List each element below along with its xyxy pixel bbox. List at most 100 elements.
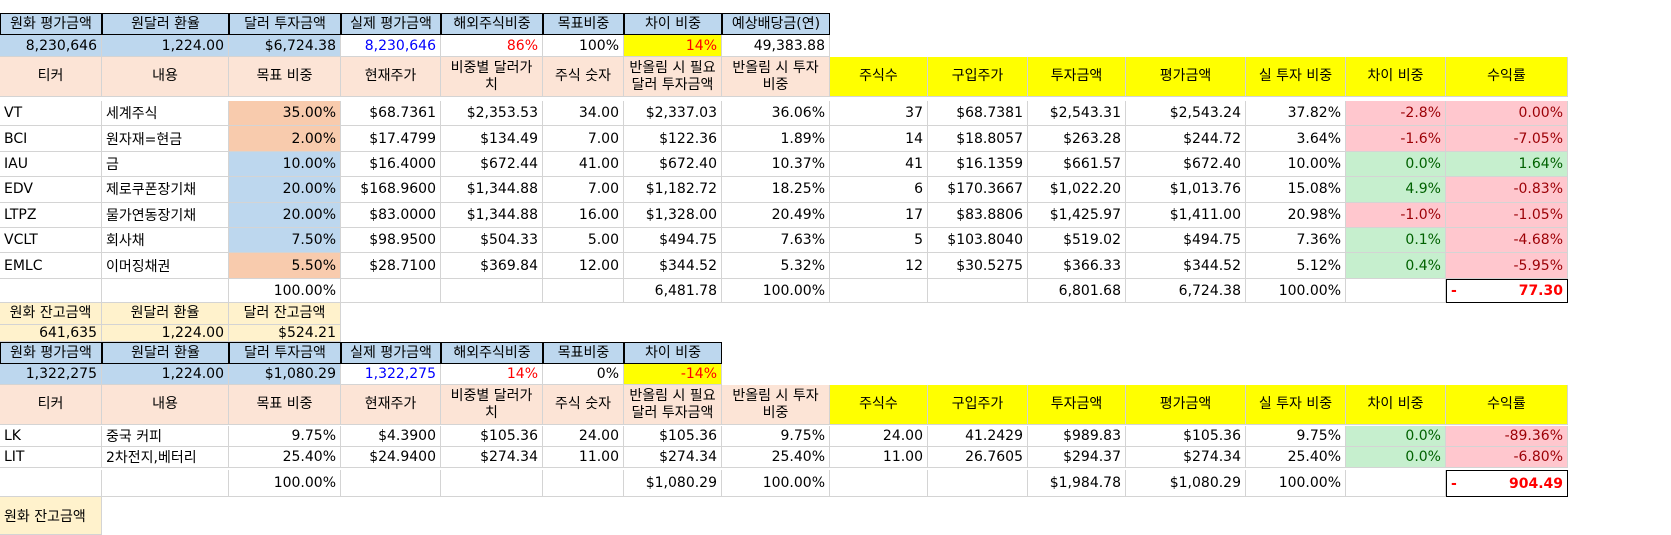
- total-cell[interactable]: 100.00%: [229, 470, 341, 497]
- data-cell[interactable]: $1,344.88: [441, 177, 543, 203]
- data-cell[interactable]: 36.06%: [722, 101, 830, 127]
- data-cell[interactable]: 0.1%: [1346, 228, 1446, 254]
- data-cell[interactable]: $989.83: [1028, 426, 1126, 447]
- total-cell[interactable]: [341, 470, 441, 497]
- summary-header[interactable]: 원화 평가금액: [0, 342, 102, 364]
- total-cell[interactable]: [543, 279, 624, 303]
- data-cell[interactable]: 25.40%: [229, 447, 341, 468]
- ticker-cell[interactable]: BCI: [0, 126, 102, 152]
- data-cell[interactable]: 5.32%: [722, 253, 830, 279]
- data-cell[interactable]: 20.00%: [229, 202, 341, 228]
- ticker-cell[interactable]: IAU: [0, 151, 102, 178]
- data-cell[interactable]: 5.00: [543, 228, 624, 254]
- column-header[interactable]: 비중별 달러가치: [441, 385, 543, 425]
- data-cell[interactable]: -89.36%: [1446, 426, 1568, 447]
- data-cell[interactable]: $1,182.72: [624, 177, 722, 203]
- data-cell[interactable]: 20.00%: [229, 177, 341, 203]
- data-cell[interactable]: 7.50%: [229, 228, 341, 254]
- summary-header[interactable]: 원달러 환율: [102, 13, 229, 35]
- total-cell[interactable]: $1,080.29: [624, 470, 722, 497]
- data-cell[interactable]: $519.02: [1028, 228, 1126, 254]
- data-cell[interactable]: 2차전지,베터리: [102, 447, 229, 468]
- summary-header[interactable]: 해외주식비중: [441, 342, 543, 364]
- ticker-cell[interactable]: LIT: [0, 447, 102, 468]
- data-cell[interactable]: $494.75: [624, 228, 722, 254]
- data-cell[interactable]: $98.9500: [341, 228, 441, 254]
- summary-value[interactable]: 86%: [441, 35, 543, 57]
- data-cell[interactable]: 11.00: [543, 447, 624, 468]
- data-cell[interactable]: $16.1359: [928, 151, 1028, 178]
- data-cell[interactable]: $1,022.20: [1028, 177, 1126, 203]
- column-header[interactable]: 반올림 시 투자 비중: [722, 385, 830, 425]
- data-cell[interactable]: $661.57: [1028, 151, 1126, 178]
- data-cell[interactable]: -4.68%: [1446, 228, 1568, 254]
- data-cell[interactable]: 7.00: [543, 177, 624, 203]
- data-cell[interactable]: $24.9400: [341, 447, 441, 468]
- data-cell[interactable]: $366.33: [1028, 253, 1126, 279]
- column-header[interactable]: 목표 비중: [229, 385, 341, 425]
- data-cell[interactable]: 10.00%: [229, 151, 341, 178]
- total-cell[interactable]: [1346, 279, 1446, 303]
- column-header[interactable]: 현재주가: [341, 57, 441, 97]
- column-header[interactable]: 주식수: [830, 57, 928, 97]
- data-cell[interactable]: $68.7381: [928, 101, 1028, 127]
- data-cell[interactable]: 41: [830, 151, 928, 178]
- data-cell[interactable]: -1.6%: [1346, 126, 1446, 152]
- column-header[interactable]: 차이 비중: [1346, 57, 1446, 97]
- data-cell[interactable]: 10.00%: [1246, 151, 1346, 178]
- data-cell[interactable]: 회사채: [102, 228, 229, 254]
- total-cell[interactable]: [0, 470, 102, 497]
- data-cell[interactable]: $2,337.03: [624, 101, 722, 127]
- data-cell[interactable]: 9.75%: [229, 426, 341, 447]
- data-cell[interactable]: $344.52: [624, 253, 722, 279]
- summary-value[interactable]: 100%: [543, 35, 624, 57]
- data-cell[interactable]: 세계주식: [102, 101, 229, 127]
- column-header[interactable]: 주식 숫자: [543, 385, 624, 425]
- total-return[interactable]: 77.30-: [1446, 279, 1568, 303]
- total-cell[interactable]: 100.00%: [1246, 279, 1346, 303]
- total-cell[interactable]: 100.00%: [722, 279, 830, 303]
- data-cell[interactable]: 16.00: [543, 202, 624, 228]
- total-cell[interactable]: [102, 279, 229, 303]
- data-cell[interactable]: 11.00: [830, 447, 928, 468]
- data-cell[interactable]: $369.84: [441, 253, 543, 279]
- summary-value[interactable]: 8,230,646: [0, 35, 102, 57]
- column-header[interactable]: 반올림 시 필요 달러 투자금액: [624, 57, 722, 97]
- total-cell[interactable]: 6,481.78: [624, 279, 722, 303]
- total-return[interactable]: 904.49-: [1446, 470, 1568, 497]
- data-cell[interactable]: 20.98%: [1246, 202, 1346, 228]
- summary-header[interactable]: 해외주식비중: [441, 13, 543, 35]
- data-cell[interactable]: 0.0%: [1346, 426, 1446, 447]
- data-cell[interactable]: $30.5275: [928, 253, 1028, 279]
- summary-value[interactable]: 0%: [543, 364, 624, 385]
- data-cell[interactable]: -1.0%: [1346, 202, 1446, 228]
- balance-value[interactable]: 641,635: [0, 325, 102, 342]
- data-cell[interactable]: 제로쿠폰장기채: [102, 177, 229, 203]
- data-cell[interactable]: $16.4000: [341, 151, 441, 178]
- summary-header[interactable]: 달러 투자금액: [229, 342, 341, 364]
- ticker-cell[interactable]: LTPZ: [0, 202, 102, 228]
- data-cell[interactable]: 14: [830, 126, 928, 152]
- data-cell[interactable]: $2,543.24: [1126, 101, 1246, 127]
- summary-value[interactable]: 1,322,275: [0, 364, 102, 385]
- column-header[interactable]: 실 투자 비중: [1246, 385, 1346, 425]
- column-header[interactable]: 반올림 시 필요 달러 투자금액: [624, 385, 722, 425]
- column-header[interactable]: 수익률: [1446, 57, 1568, 97]
- data-cell[interactable]: 중국 커피: [102, 426, 229, 447]
- data-cell[interactable]: $1,411.00: [1126, 202, 1246, 228]
- data-cell[interactable]: 15.08%: [1246, 177, 1346, 203]
- total-cell[interactable]: 100.00%: [229, 279, 341, 303]
- data-cell[interactable]: $18.8057: [928, 126, 1028, 152]
- data-cell[interactable]: $170.3667: [928, 177, 1028, 203]
- total-cell[interactable]: [441, 470, 543, 497]
- column-header[interactable]: 주식수: [830, 385, 928, 425]
- data-cell[interactable]: $263.28: [1028, 126, 1126, 152]
- data-cell[interactable]: 4.9%: [1346, 177, 1446, 203]
- data-cell[interactable]: $168.9600: [341, 177, 441, 203]
- column-header[interactable]: 티커: [0, 385, 102, 425]
- column-header[interactable]: 투자금액: [1028, 385, 1126, 425]
- column-header[interactable]: 실 투자 비중: [1246, 57, 1346, 97]
- data-cell[interactable]: 3.64%: [1246, 126, 1346, 152]
- column-header[interactable]: 투자금액: [1028, 57, 1126, 97]
- summary-header[interactable]: 목표비중: [543, 13, 624, 35]
